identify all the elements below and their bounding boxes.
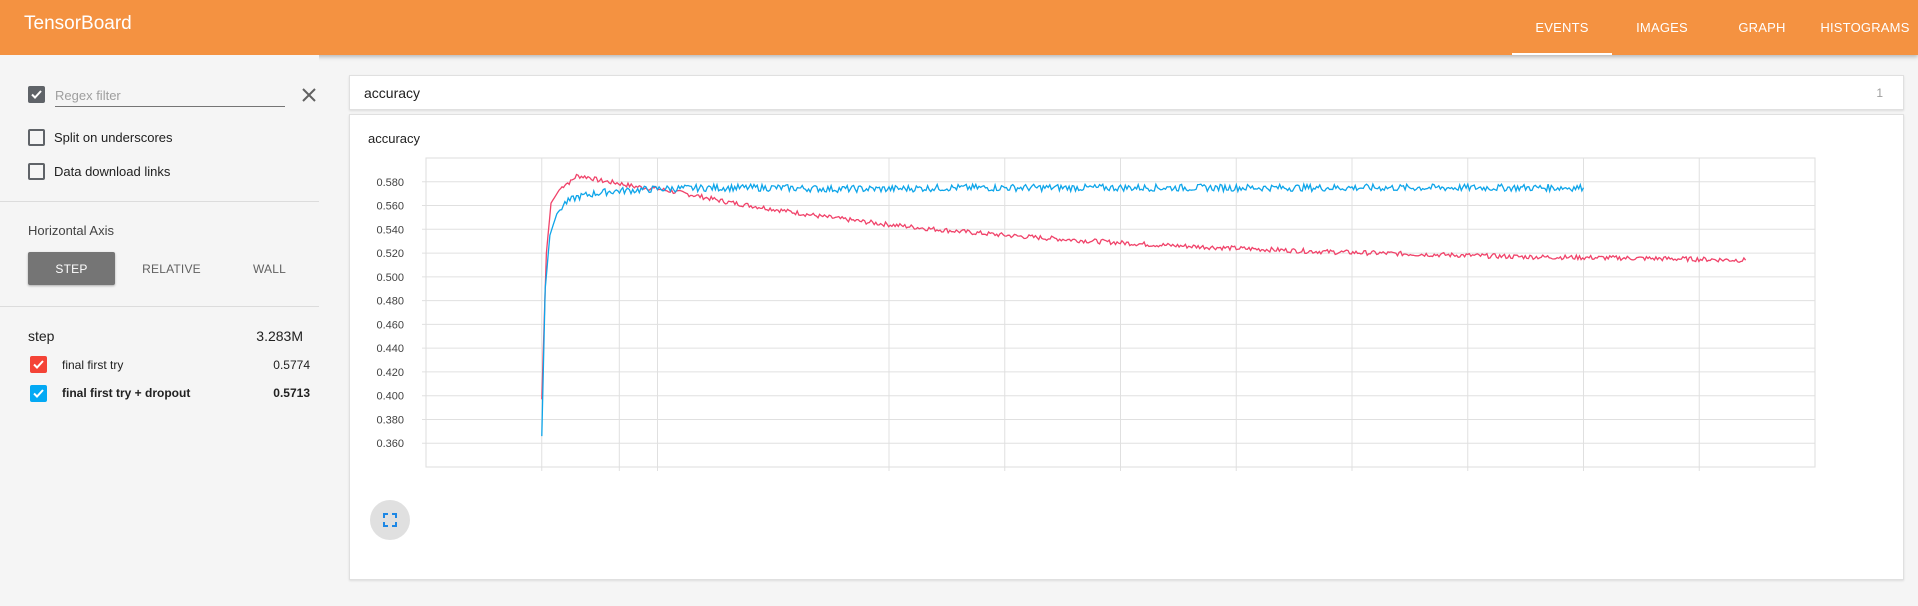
check-icon xyxy=(33,389,44,398)
step-label: step xyxy=(28,328,55,344)
tag-group-header[interactable]: accuracy 1 xyxy=(349,75,1904,110)
run-value-final-first-try-dropout: 0.5713 xyxy=(273,386,310,400)
y-tick-label: 0.460 xyxy=(376,319,404,331)
horizontal-axis-title: Horizontal Axis xyxy=(28,223,114,238)
y-tick-label: 0.400 xyxy=(376,391,404,403)
y-tick-label: 0.440 xyxy=(376,343,404,355)
close-icon[interactable] xyxy=(300,86,318,104)
y-tick-label: 0.540 xyxy=(376,224,404,236)
step-value: 3.283M xyxy=(256,328,303,344)
regex-filter-checkbox[interactable] xyxy=(28,86,45,103)
tag-group-count: 1 xyxy=(1876,86,1883,100)
nav-tabs: EVENTS IMAGES GRAPH HISTOGRAMS xyxy=(1512,0,1918,55)
split-underscores-label: Split on underscores xyxy=(54,130,173,145)
tab-events[interactable]: EVENTS xyxy=(1512,0,1612,55)
run-label-final-first-try: final first try xyxy=(62,358,124,372)
series-line-final-first-try-dropout xyxy=(541,181,1585,437)
axis-relative-button[interactable]: RELATIVE xyxy=(142,261,201,276)
y-tick-label: 0.580 xyxy=(376,177,404,189)
y-tick-label: 0.360 xyxy=(376,438,404,450)
fullscreen-icon xyxy=(383,513,397,527)
y-tick-label: 0.420 xyxy=(376,367,404,379)
y-tick-label: 0.500 xyxy=(376,272,404,284)
check-icon xyxy=(33,360,44,369)
app-title: TensorBoard xyxy=(24,13,132,34)
sidebar-divider xyxy=(0,306,319,307)
y-tick-label: 0.480 xyxy=(376,296,404,308)
series-line-final-first-try xyxy=(541,173,1747,400)
run-value-final-first-try: 0.5774 xyxy=(273,358,310,372)
tab-images[interactable]: IMAGES xyxy=(1636,20,1688,35)
run-label-final-first-try-dropout: final first try + dropout xyxy=(62,386,191,400)
data-download-checkbox[interactable] xyxy=(28,163,45,180)
tag-group-title: accuracy xyxy=(364,85,421,101)
accuracy-chart: accuracy 0.580 0.560 0.540 0.520 0.500 0.480 0.… xyxy=(368,131,1816,471)
fullscreen-button[interactable] xyxy=(370,500,410,540)
y-tick-label: 0.560 xyxy=(376,201,404,213)
data-download-label: Data download links xyxy=(54,164,171,179)
y-tick-label: 0.380 xyxy=(376,414,404,426)
regex-filter-input[interactable] xyxy=(55,85,285,107)
tab-histograms[interactable]: HISTOGRAMS xyxy=(1820,20,1910,35)
run-checkbox-final-first-try[interactable] xyxy=(30,356,47,373)
y-tick-label: 0.520 xyxy=(376,248,404,260)
sidebar-divider xyxy=(0,201,319,202)
check-icon xyxy=(31,90,42,99)
tab-graph[interactable]: GRAPH xyxy=(1738,20,1786,35)
app-header: TensorBoard EVENTS IMAGES GRAPH HISTOGRA… xyxy=(0,0,1918,55)
chart-card: accuracy 0.580 0.560 0.540 0.520 0.500 0.480 0.… xyxy=(349,114,1904,580)
axis-step-button[interactable]: STEP xyxy=(28,252,115,285)
axis-wall-button[interactable]: WALL xyxy=(252,261,287,276)
split-underscores-checkbox[interactable] xyxy=(28,129,45,146)
run-checkbox-final-first-try-dropout[interactable] xyxy=(30,385,47,402)
sidebar xyxy=(0,55,319,606)
chart-title: accuracy xyxy=(368,131,421,146)
